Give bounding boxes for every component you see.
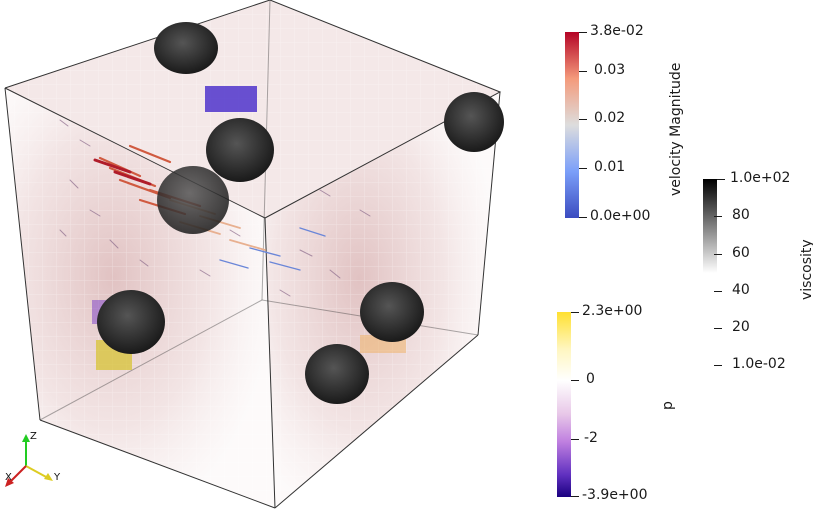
velocity-label-max: 3.8e-02 <box>590 23 644 39</box>
sphere-7 <box>305 344 369 404</box>
pressure-colorbar-gradient <box>557 312 571 497</box>
sphere-3 <box>157 166 229 234</box>
viscosity-label-max: 1.0e+02 <box>730 170 791 186</box>
axis-y-label: Y <box>54 472 61 483</box>
pressure-colorbar-title: p <box>660 401 676 410</box>
axis-z-label: Z <box>30 431 37 442</box>
sphere-5 <box>97 290 165 354</box>
velocity-label-3: 0.03 <box>594 62 626 78</box>
pressure-label-neg2: -2 <box>584 430 598 446</box>
viscosity-label-40: 40 <box>732 282 750 298</box>
velocity-label-2: 0.02 <box>594 110 626 126</box>
viscosity-label-80: 80 <box>732 207 750 223</box>
velocity-label-min: 0.0e+00 <box>590 208 651 224</box>
axis-x-label: X <box>5 472 12 483</box>
sphere-6 <box>360 282 424 342</box>
pressure-label-max: 2.3e+00 <box>582 303 643 319</box>
viscosity-label-min: 1.0e-02 <box>732 356 786 372</box>
viscosity-label-20: 20 <box>732 319 750 335</box>
pressure-label-min: -3.9e+00 <box>582 487 648 503</box>
orientation-axes[interactable] <box>5 434 53 487</box>
viscosity-colorbar-gradient <box>703 179 717 273</box>
volume-cube <box>4 0 502 509</box>
sphere-4 <box>444 92 504 152</box>
velocity-label-1: 0.01 <box>594 159 626 175</box>
viscosity-colorbar-title: viscosity <box>799 239 813 300</box>
pressure-low-region <box>205 86 257 112</box>
velocity-colorbar-title: velocity Magnitude <box>668 62 684 196</box>
pressure-label-0: 0 <box>586 371 595 387</box>
sphere-1 <box>154 22 218 74</box>
viscosity-spheres <box>97 22 504 404</box>
velocity-colorbar-gradient <box>565 32 579 218</box>
sphere-2 <box>206 118 274 182</box>
viscosity-label-60: 60 <box>732 245 750 261</box>
